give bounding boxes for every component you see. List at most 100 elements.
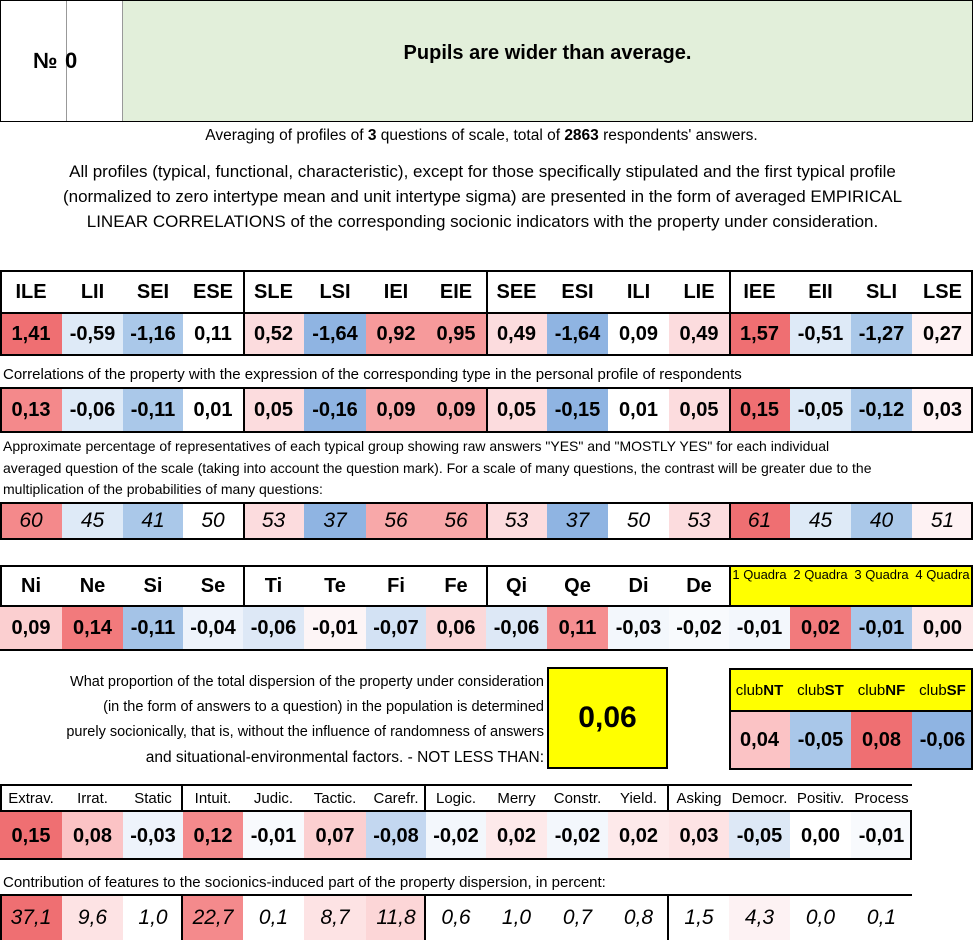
type-normalized-value: 0,92 [366, 313, 426, 355]
type-normalized-value: 0,52 [243, 313, 304, 355]
grid-line [729, 668, 973, 670]
reinin-label: Merry [497, 789, 536, 807]
percentage-note-line: Approximate percentage of representative… [3, 438, 830, 454]
function-label: Fi [387, 574, 405, 597]
club-code: NT [763, 681, 784, 699]
summary-prefix: Averaging of profiles of [205, 127, 364, 144]
description: All profiles (typical, functional, chara… [0, 159, 965, 234]
description-line: All profiles (typical, functional, chara… [69, 162, 896, 181]
grid-line [0, 270, 2, 313]
grid-line [181, 894, 183, 940]
function-value: 0,09 [0, 606, 62, 650]
grid-line [971, 387, 973, 432]
reinin-value: 0,12 [183, 812, 243, 860]
type-normalized-value: -1,64 [304, 313, 366, 355]
club-value: 0,08 [851, 711, 912, 769]
type-normalized-value: 0,09 [608, 313, 669, 355]
function-label: Ne [79, 574, 106, 597]
grid-line [0, 605, 973, 607]
type-correlation-value: -0,06 [62, 388, 123, 432]
page-title-text: Pupils are wider than average. [403, 42, 692, 64]
club-prefix: club [857, 681, 886, 699]
number-value: 0 [65, 48, 78, 73]
type-percentage-value: 40 [851, 503, 912, 539]
dispersion-line: purely socionically, that is, without th… [66, 724, 544, 740]
function-label: Ni [21, 574, 41, 597]
reinin-value: -0,08 [366, 812, 426, 860]
dispersion-value: 0,06 [578, 701, 637, 734]
club-label: club ST [790, 669, 851, 711]
type-percentage-value: 53 [486, 503, 547, 539]
quadra-label: 1 Quadra [729, 566, 790, 606]
reinin-label: Asking [676, 789, 722, 807]
function-value: -0,11 [123, 606, 183, 650]
function-label: Te [324, 574, 346, 597]
reinin-value: -0,02 [426, 812, 486, 860]
grid-line [0, 538, 973, 540]
quadra-label: 4 Quadra [912, 566, 973, 606]
reinin-value: -0,01 [851, 812, 912, 860]
grid-line [667, 894, 669, 940]
function-label: Qi [505, 574, 528, 597]
reinin-value: -0,05 [729, 812, 790, 860]
type-normalized-value: -1,27 [851, 313, 912, 355]
type-label: SLI [865, 280, 898, 303]
reinin-label: Democr. [731, 789, 788, 807]
type-label: ESE [192, 280, 234, 303]
dispersion-text: What proportion of the total dispersion … [60, 670, 544, 770]
function-value: -0,06 [243, 606, 304, 650]
type-percentage-value: 45 [790, 503, 851, 539]
type-normalized-value: -0,51 [790, 313, 851, 355]
reinin-label: Positiv. [796, 789, 845, 807]
record-number: № 0 [1, 1, 121, 121]
function-label: Fe [444, 574, 468, 597]
type-correlation-value: 0,09 [366, 388, 426, 432]
type-percentage-value: 53 [669, 503, 729, 539]
type-label: LSE [923, 280, 962, 303]
reinin-value: -0,02 [547, 812, 608, 860]
function-value: 0,14 [62, 606, 123, 650]
grid-line [729, 768, 973, 770]
reinin-contribution: 0,7 [547, 896, 608, 940]
function-value: -0,04 [183, 606, 243, 650]
type-correlation-value: -0,11 [123, 388, 183, 432]
reinin-contribution: 4,3 [729, 896, 790, 940]
grid-line [486, 502, 488, 539]
reinin-value: 0,08 [62, 812, 123, 860]
dispersion-line: (in the form of answers to a question) i… [103, 699, 544, 715]
grid-line [486, 270, 488, 313]
reinin-contribution: 9,6 [62, 896, 123, 940]
reinin-label: Irrat. [77, 789, 108, 807]
type-normalized-value: 0,27 [912, 313, 973, 355]
club-label: club SF [912, 669, 973, 711]
type-correlation-value: 0,05 [669, 388, 729, 432]
club-code: SF [946, 681, 966, 699]
type-normalized-value: -1,64 [547, 313, 608, 355]
grid-line [971, 312, 973, 355]
reinin-label: Yield. [620, 789, 657, 807]
reinin-label: Logic. [435, 789, 477, 807]
grid-line [0, 858, 912, 860]
reinin-label: Extrav. [8, 789, 54, 807]
quadra-label: 3 Quadra [851, 566, 912, 606]
reinin-contribution: 1,0 [486, 896, 547, 940]
page-title: Pupils are wider than average. [122, 1, 972, 121]
reinin-label: Judic. [253, 789, 294, 807]
grid-line [243, 387, 245, 432]
type-normalized-value: 1,41 [0, 313, 62, 355]
grid-line [0, 312, 2, 355]
reinin-contribution: 8,7 [304, 896, 366, 940]
type-correlation-value: -0,05 [790, 388, 851, 432]
dispersion-line: What proportion of the total dispersion … [70, 674, 544, 690]
type-correlation-value: 0,13 [0, 388, 62, 432]
type-label: ESI [561, 280, 594, 303]
club-prefix: club [797, 681, 825, 699]
type-correlation-value: -0,15 [547, 388, 608, 432]
type-percentage-value: 50 [608, 503, 669, 539]
type-percentage-value: 45 [62, 503, 123, 539]
type-label: ILI [626, 280, 651, 303]
club-value: -0,05 [790, 711, 851, 769]
grid-line [0, 894, 912, 896]
reinin-label: Carefr. [373, 789, 419, 807]
type-normalized-value: 1,57 [729, 313, 790, 355]
